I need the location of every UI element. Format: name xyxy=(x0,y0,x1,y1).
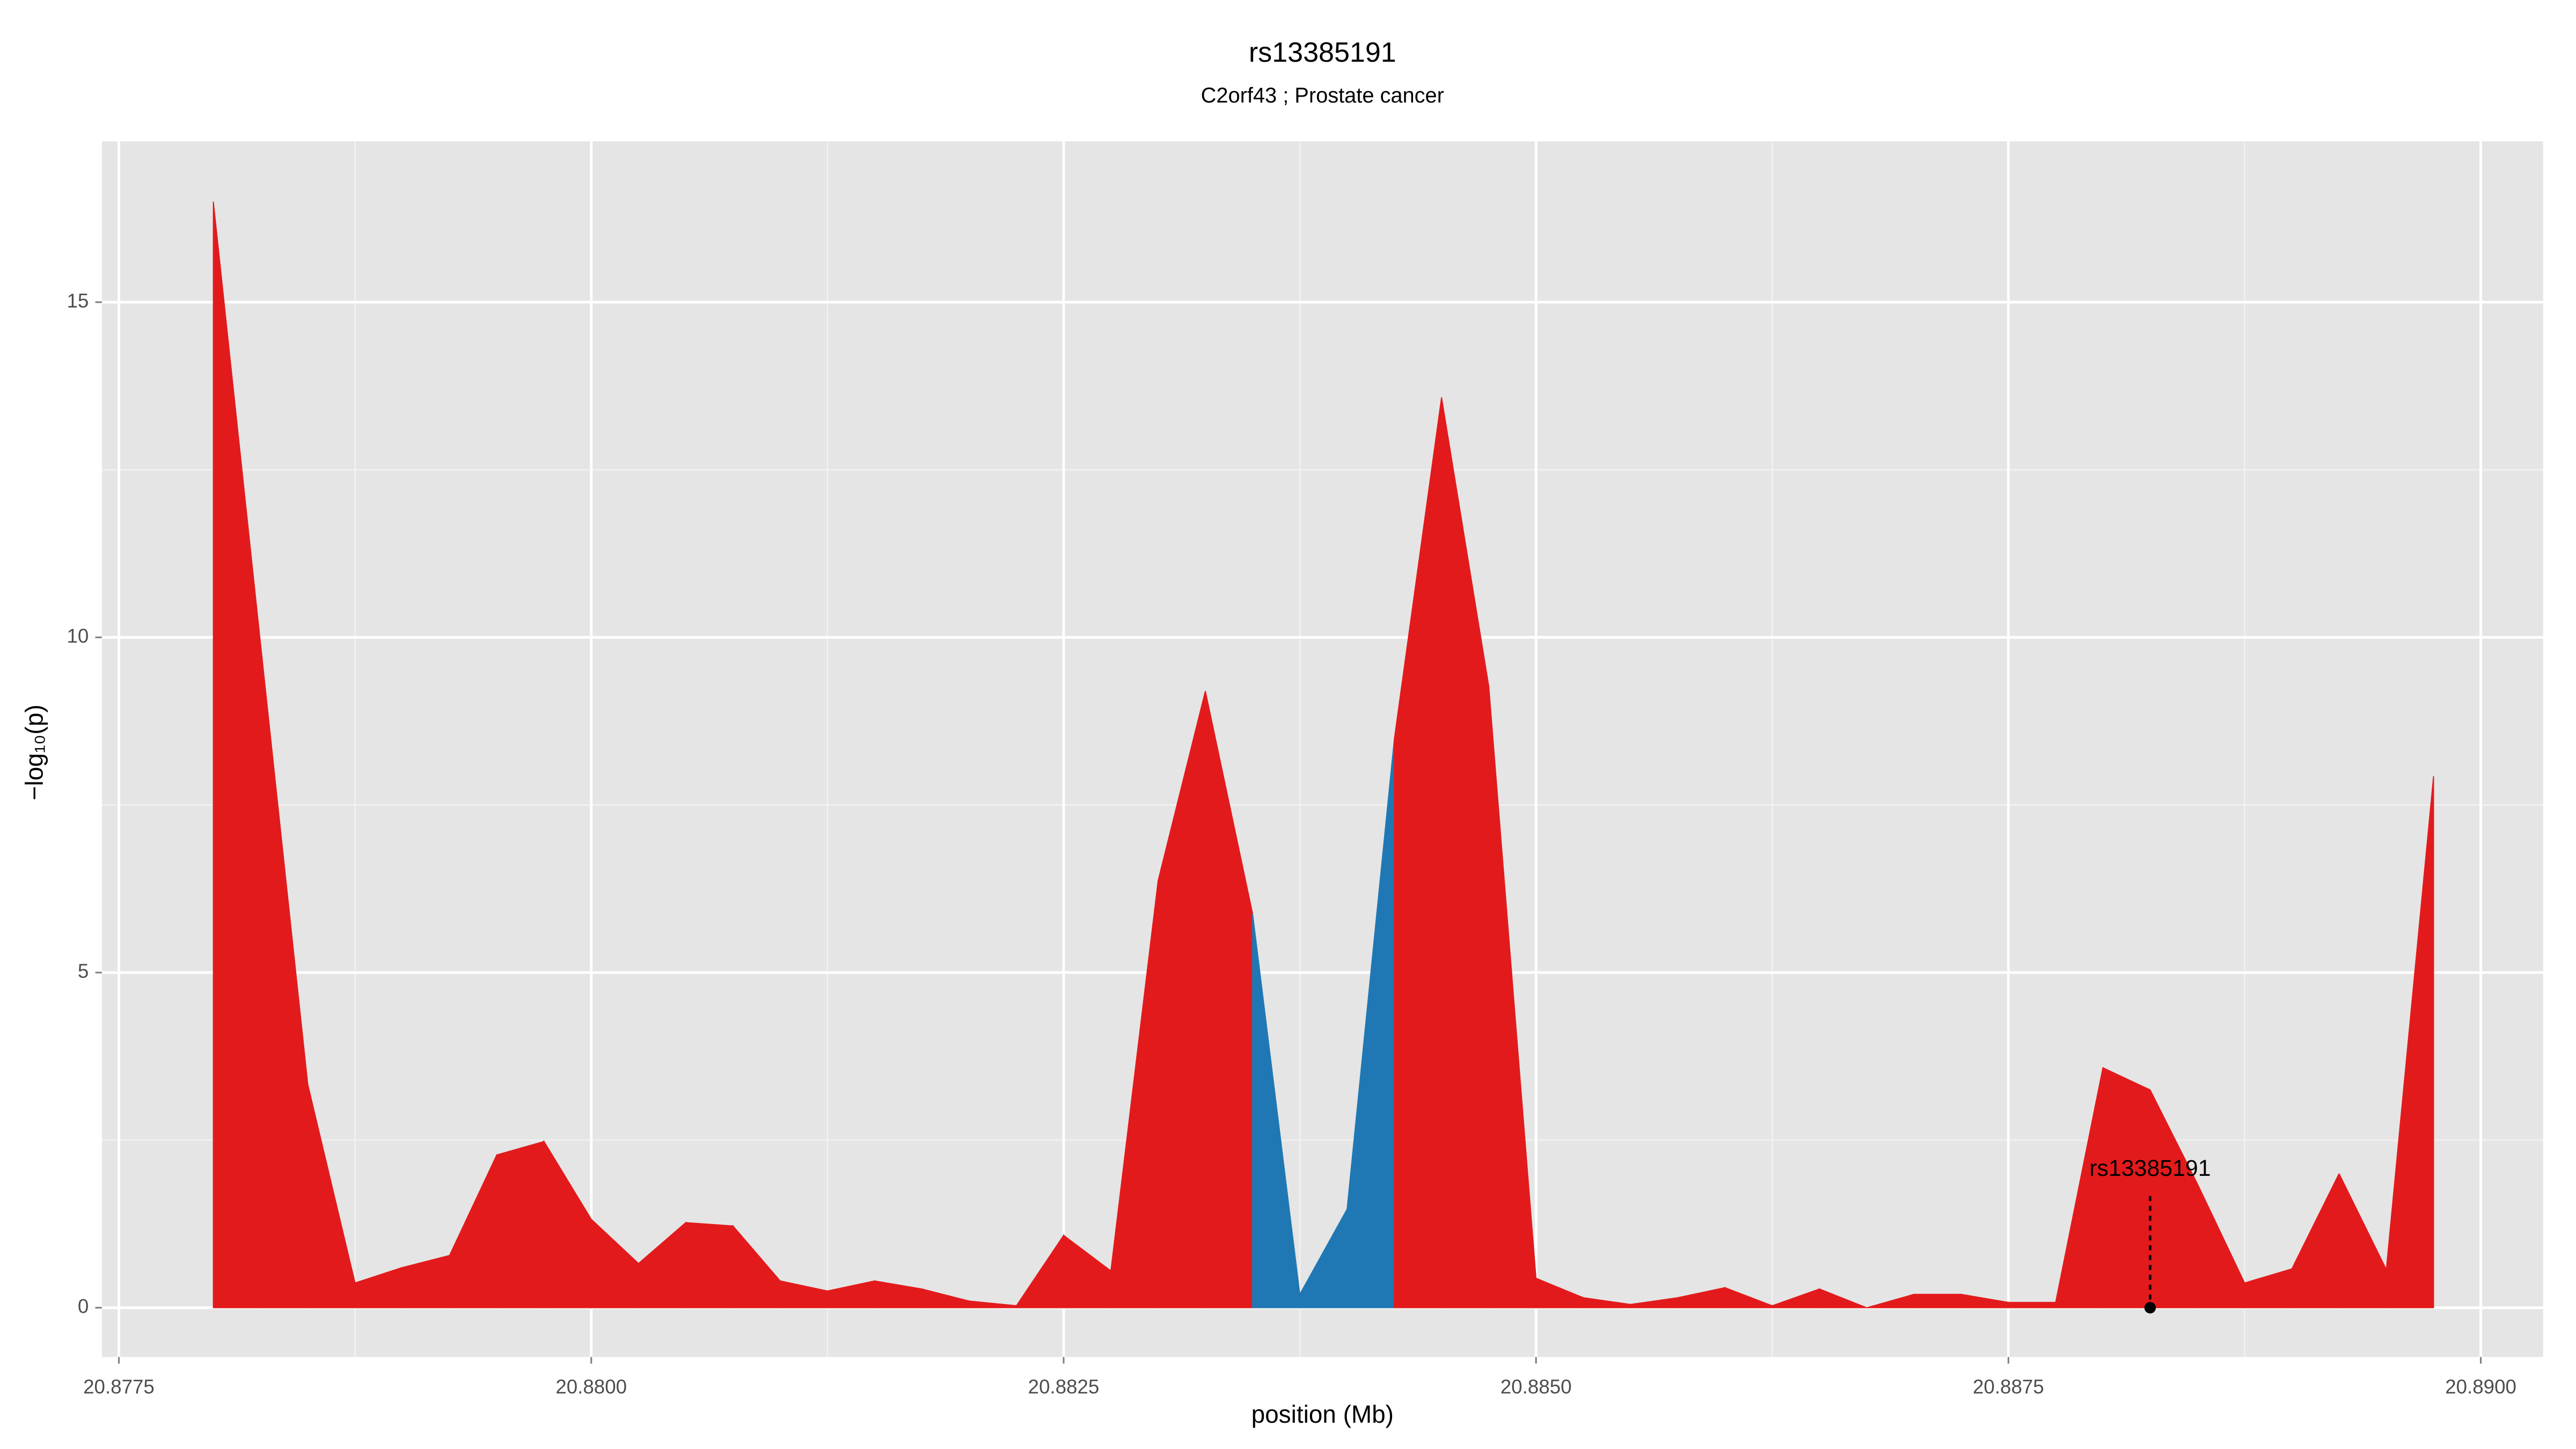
y-tick-label: 5 xyxy=(78,960,89,982)
x-tick-label: 20.8775 xyxy=(83,1375,155,1397)
area-segment xyxy=(685,1222,734,1308)
annotation: rs13385191 xyxy=(2089,1155,2211,1314)
axes: 20.8775 20.8800 20.8825 20.8850 20.8875 20.89… xyxy=(67,290,2516,1398)
annotation-point xyxy=(2144,1302,2156,1314)
chart-title: rs13385191 xyxy=(1249,37,1396,68)
x-axis-title: position (Mb) xyxy=(1252,1400,1394,1428)
x-tick-label: 20.8900 xyxy=(2445,1375,2516,1397)
x-tick-label: 20.8825 xyxy=(1028,1375,1100,1397)
area-segment xyxy=(496,1140,545,1308)
area-segment xyxy=(2008,1301,2057,1308)
area-segment xyxy=(1913,1293,1962,1308)
x-tick-label: 20.8850 xyxy=(1501,1375,1572,1397)
annotation-label: rs13385191 xyxy=(2089,1155,2211,1181)
y-axis-title: −log₁₀(p) xyxy=(20,705,48,801)
y-tick-label: 15 xyxy=(67,290,89,312)
y-tick-label: 0 xyxy=(78,1295,89,1317)
area-segment xyxy=(1819,1288,1867,1308)
chart-subtitle: C2orf43 ; Prostate cancer xyxy=(1201,84,1444,107)
y-tick-label: 10 xyxy=(67,625,89,647)
x-tick-label: 20.8875 xyxy=(1973,1375,2044,1397)
area-segment xyxy=(2102,1067,2151,1308)
area-segment xyxy=(2385,776,2434,1308)
x-tick-label: 20.8800 xyxy=(555,1375,627,1397)
area-marks xyxy=(213,201,2434,1308)
